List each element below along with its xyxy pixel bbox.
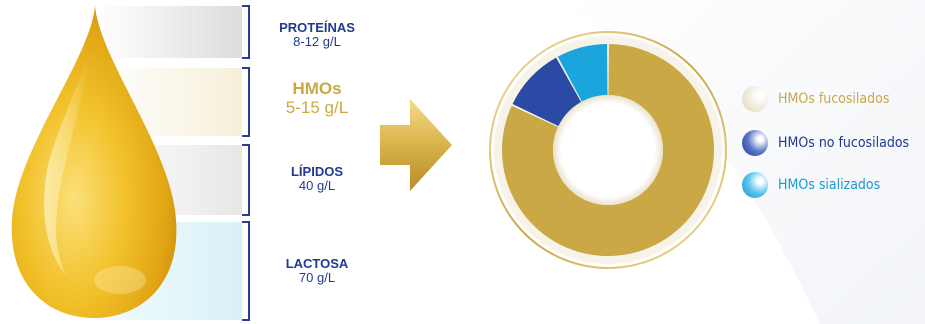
label-hmos-title: HMOs [292,79,342,98]
label-proteins-title: PROTEÍNAS [279,20,355,35]
legend-non-fucosylated-label: HMOs no fucosilados [778,135,910,151]
milk-drop-icon [11,6,177,318]
donut-slice-fucosylated [502,44,714,256]
arrow-right-icon [380,99,452,191]
label-hmos-value: 5-15 g/L [285,97,349,117]
cyan-bubble-icon [742,172,768,198]
legend-fucosylated-label: HMOs fucosilados [778,91,890,107]
donut-slice-sialylated [557,44,608,102]
hmos-bracket [242,67,250,137]
proteins-bracket [242,5,250,59]
label-lactose: LACTOSA 70 g/L [262,256,372,286]
lipids-bracket [242,144,250,216]
legend-sialylated-label: HMOs sializados [778,177,881,193]
label-hmos: HMOs 5-15 g/L [262,79,372,117]
hmo-donut-chart [489,31,727,269]
donut-slice-non-fucosylated [512,57,582,127]
legend-non-fucosylated: HMOs no fucosilados [742,130,909,156]
lactose-bracket [242,221,250,321]
label-lipids: LÍPIDOS 40 g/L [262,164,372,194]
cream-bubble-icon [742,86,768,112]
donut-hole [553,95,663,205]
legend-sialylated: HMOs sializados [742,172,880,198]
label-lactose-title: LACTOSA [285,256,349,271]
label-lipids-value: 40 g/L [298,178,336,194]
label-lipids-title: LÍPIDOS [290,164,343,179]
label-lactose-value: 70 g/L [298,270,336,286]
label-proteins: PROTEÍNAS 8-12 g/L [262,20,372,50]
label-proteins-value: 8-12 g/L [293,34,341,50]
legend-fucosylated: HMOs fucosilados [742,86,889,112]
proteins-band [96,6,242,58]
blue-bubble-icon [742,130,768,156]
